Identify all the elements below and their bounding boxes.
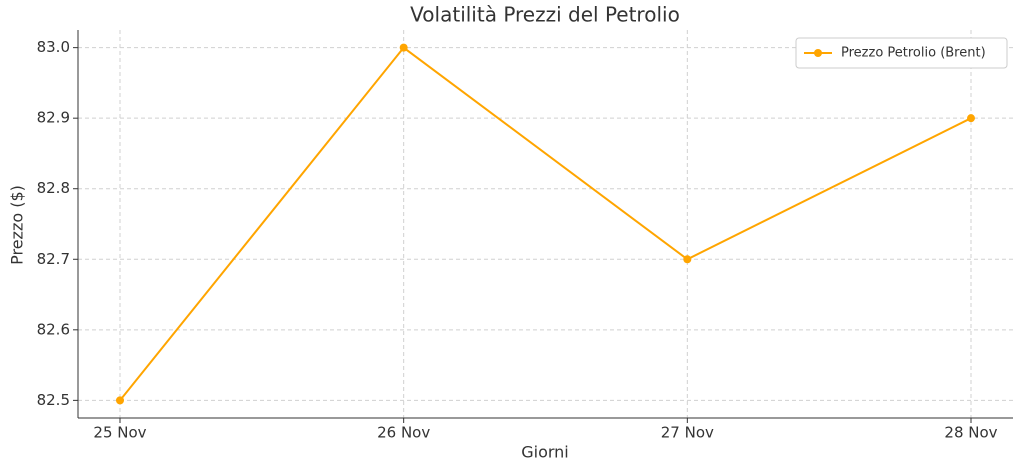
legend-box xyxy=(795,37,1008,69)
chart-title: Volatilità Prezzi del Petrolio xyxy=(410,3,680,27)
data-point xyxy=(399,43,408,52)
y-axis-label: Prezzo ($) xyxy=(8,185,27,265)
legend-label: Prezzo Petrolio (Brent) xyxy=(841,46,986,61)
data-point xyxy=(116,396,124,405)
data-point xyxy=(967,114,975,123)
y-tick-label: 82.6 xyxy=(37,320,70,338)
x-tick-label: 28 Nov xyxy=(944,424,997,442)
y-tick-label: 82.7 xyxy=(37,250,70,268)
y-tick-label: 82.8 xyxy=(37,179,70,197)
x-tick-label: 25 Nov xyxy=(93,424,146,442)
y-tick-label: 83.0 xyxy=(37,38,70,56)
y-tick-label: 82.5 xyxy=(37,391,70,409)
x-axis-label: Giorni xyxy=(521,443,569,462)
legend: Prezzo Petrolio (Brent) xyxy=(795,37,1008,69)
legend-marker xyxy=(814,49,822,57)
data-point xyxy=(683,255,692,264)
y-tick-label: 82.9 xyxy=(37,109,70,127)
line-series xyxy=(119,46,972,401)
x-tick-label: 26 Nov xyxy=(377,424,430,442)
x-tick-label: 27 Nov xyxy=(661,424,714,442)
